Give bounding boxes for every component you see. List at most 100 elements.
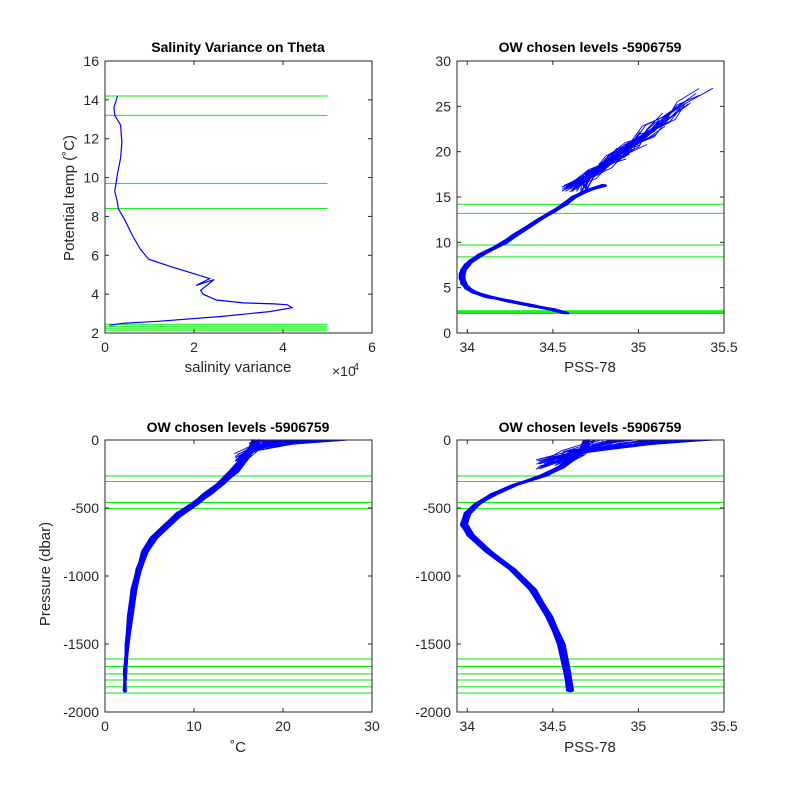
y-tick-label: -1000 <box>63 568 99 584</box>
x-tick-label: 4 <box>279 339 287 355</box>
temp-profile-line <box>124 439 258 693</box>
x-tick-label: 34.5 <box>539 339 566 355</box>
x-tick-label: 30 <box>364 718 380 734</box>
y-tick-label: -500 <box>423 500 451 516</box>
y-tick-label: 10 <box>83 170 99 186</box>
temp-surface-line <box>243 439 345 458</box>
y-tick-label: 12 <box>83 131 99 147</box>
y-tick-label: -2000 <box>63 704 99 720</box>
x-exponent-base: ×10 <box>332 363 356 379</box>
y-tick-label: -1500 <box>415 636 451 652</box>
sal-profile-line <box>463 439 590 692</box>
temp-profile-line <box>123 439 256 692</box>
sal-profile-line <box>464 439 589 693</box>
y-tick-label: -500 <box>71 500 99 516</box>
panel-pressure-salinity: OW chosen levels -5906759 34 34.5 35 35.5 -2… <box>415 419 738 756</box>
sal-surface-line <box>543 439 671 463</box>
y-tick-label: 30 <box>435 53 451 69</box>
y-tick-label: 0 <box>443 432 451 448</box>
y-tick-label: 5 <box>443 280 451 296</box>
y-tick-label: 6 <box>91 247 99 263</box>
ts-surface-line <box>585 88 700 187</box>
temp-profile-line <box>124 439 260 693</box>
temp-profile-line <box>123 440 261 692</box>
panel-3-title: OW chosen levels -5906759 <box>147 419 330 435</box>
y-tick-label: 14 <box>83 92 99 108</box>
temp-profile-line <box>122 440 256 692</box>
temp-profile-line <box>122 439 257 692</box>
y-tick-label: 8 <box>91 208 99 224</box>
y-tick-label: -1500 <box>63 636 99 652</box>
axes-box-3 <box>104 439 373 713</box>
panel-1-x-exponent: ×10 -4 <box>332 362 359 379</box>
x-tick-label: 35 <box>631 718 647 734</box>
x-tick-label: 34 <box>459 339 475 355</box>
x-tick-label: 20 <box>275 718 291 734</box>
temp-profile-line <box>123 439 256 692</box>
ts-surface-line <box>582 149 624 187</box>
sal-surface-line <box>559 439 614 460</box>
sal-profile-line <box>465 439 590 692</box>
ts-surface-line <box>585 155 626 190</box>
axes-box-4 <box>456 439 725 713</box>
panel-1-ylabel: Potential temp (˚C) <box>61 135 78 261</box>
axes-box-1 <box>104 60 373 334</box>
x-tick-label: 35 <box>631 339 647 355</box>
sal-profile-line <box>464 440 590 692</box>
sal-surface-line <box>556 439 694 469</box>
temp-profile-line <box>124 438 260 692</box>
temp-profile-line <box>123 439 260 692</box>
temp-surface-line <box>246 439 313 461</box>
temp-profile-line <box>123 439 257 692</box>
panel-3-plot-area: 0 10 20 30 -2000 -1500 -1000 -500 0 <box>63 432 380 734</box>
ts-surface-line <box>573 124 664 189</box>
y-tick-label: 25 <box>435 98 451 114</box>
x-tick-label: 34.5 <box>539 718 566 734</box>
y-tick-label: 2 <box>91 325 99 341</box>
temp-profile-line <box>123 439 259 693</box>
panel-1-xlabel: salinity variance <box>185 359 292 376</box>
sal-profile-line <box>464 439 590 692</box>
sal-profile-line <box>463 439 588 693</box>
panel-salinity-variance: Salinity Variance on Theta 0 2 4 6246810121… <box>61 39 376 379</box>
ts-profile-line <box>459 183 603 314</box>
sal-profile-line <box>466 439 590 692</box>
sal-surface-line <box>538 439 619 470</box>
x-tick-label: 34 <box>459 718 475 734</box>
temp-profile-line <box>124 439 254 693</box>
x-tick-label: 35.5 <box>710 339 737 355</box>
temp-profile-line <box>124 440 261 692</box>
y-tick-label: 16 <box>83 53 99 69</box>
temp-profile-line <box>123 439 256 693</box>
sal-profile-line <box>465 439 591 692</box>
y-tick-label: 10 <box>435 234 451 250</box>
temp-profile-line <box>123 439 258 693</box>
panel-2-plot-area: 34 34.5 35 35.5 0 5 10 15 20 25 30 <box>435 53 737 355</box>
panel-3-xlabel: ˚C <box>230 739 246 756</box>
sal-profile-line <box>465 439 591 692</box>
sal-profile-line <box>466 439 591 692</box>
y-tick-label: 4 <box>91 286 99 302</box>
x-exponent-power: -4 <box>350 362 359 373</box>
y-tick-label: 15 <box>435 189 451 205</box>
panel-4-plot-area: 34 34.5 35 35.5 -2000 -1500 -1000 -500 0 <box>415 432 738 734</box>
panel-2-xlabel: PSS-78 <box>564 359 616 376</box>
variance-profile-line <box>109 95 294 326</box>
panel-pressure-temperature: OW chosen levels -5906759 0 10 20 30 -2000 -1… <box>37 419 380 756</box>
sal-profile-line <box>463 439 587 692</box>
temp-profile-line <box>124 440 257 692</box>
y-tick-label: -1000 <box>415 568 451 584</box>
sal-profile-line <box>465 439 590 692</box>
temp-profile-line <box>123 439 256 692</box>
panel-4-title: OW chosen levels -5906759 <box>499 419 682 435</box>
panel-1-title: Salinity Variance on Theta <box>151 39 325 55</box>
y-tick-label: 0 <box>91 432 99 448</box>
panel-3-ylabel: Pressure (dbar) <box>37 522 54 626</box>
x-tick-label: 0 <box>101 339 109 355</box>
ts-profile-line <box>460 183 604 314</box>
temp-profile-line <box>124 438 262 692</box>
sal-profile-line <box>462 439 588 692</box>
x-tick-label: 0 <box>101 718 109 734</box>
